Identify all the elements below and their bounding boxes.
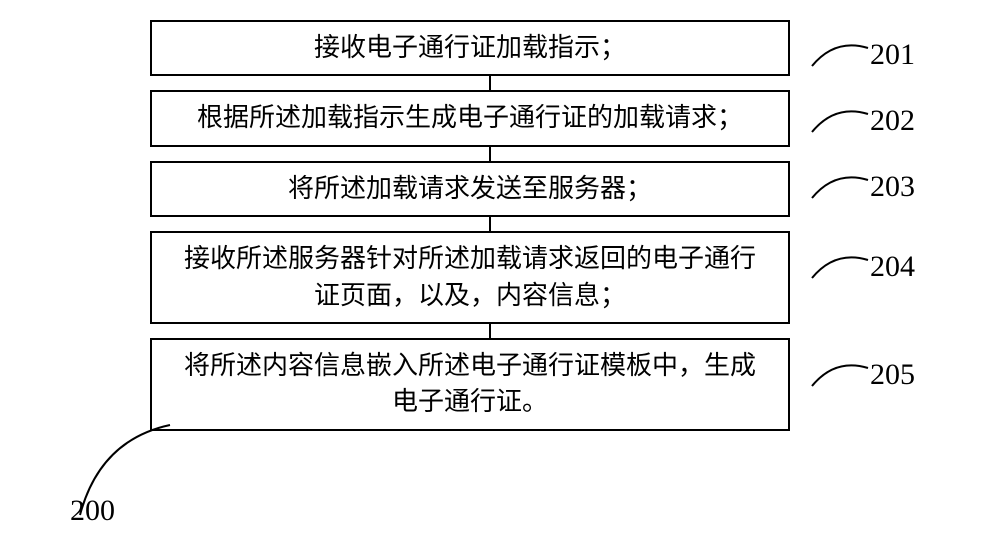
step-label-201: 201 (870, 38, 915, 72)
step-label-202: 202 (870, 104, 915, 138)
flow-node-205: 将所述内容信息嵌入所述电子通行证模板中，生成电子通行证。 (150, 338, 790, 431)
connector (489, 217, 491, 231)
flow-node-202: 根据所述加载指示生成电子通行证的加载请求； (150, 90, 790, 146)
connector (489, 324, 491, 338)
flow-node-203: 将所述加载请求发送至服务器； (150, 161, 790, 217)
label-curve (810, 168, 870, 208)
label-curve (810, 248, 870, 288)
label-curve (810, 102, 870, 142)
step-label-203: 203 (870, 170, 915, 204)
step-label-204: 204 (870, 250, 915, 284)
connector (489, 147, 491, 161)
flow-node-201: 接收电子通行证加载指示； (150, 20, 790, 76)
flowchart-container: 接收电子通行证加载指示； 根据所述加载指示生成电子通行证的加载请求； 将所述加载请求… (120, 20, 860, 431)
figure-label: 200 (70, 494, 115, 528)
label-curve (810, 356, 870, 396)
connector (489, 76, 491, 90)
flow-node-204: 接收所述服务器针对所述加载请求返回的电子通行证页面，以及，内容信息； (150, 231, 790, 324)
label-curve (810, 36, 870, 76)
step-label-205: 205 (870, 358, 915, 392)
